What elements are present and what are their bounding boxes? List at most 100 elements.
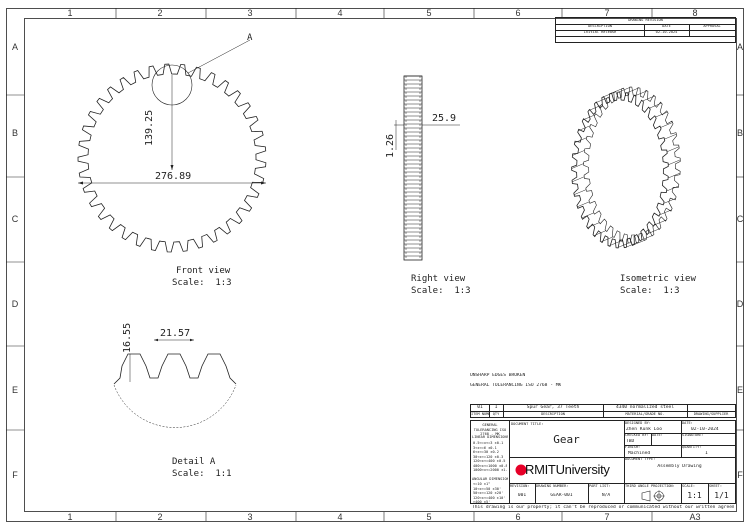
iso-tooth-edge bbox=[578, 125, 591, 131]
iso-tooth-edge bbox=[634, 90, 648, 97]
footer-disclaimer: This drawing is our property; it can't b… bbox=[472, 505, 734, 510]
arrow-icon bbox=[170, 165, 174, 170]
parts-description: Spur Gear, 37 Teeth bbox=[503, 405, 604, 412]
detail-a-view bbox=[113, 338, 237, 428]
designed-by: Zhen Kunk Loo bbox=[626, 426, 662, 432]
iso-tooth-edge bbox=[666, 146, 680, 152]
zone-col-8: 8 bbox=[692, 8, 698, 18]
front-gear-outline bbox=[77, 63, 267, 253]
document-title-cell: DOCUMENT TITLE: Gear bbox=[509, 421, 625, 458]
iso-tooth-edge bbox=[655, 111, 668, 118]
revision-table-title: DRAWING REVISION bbox=[556, 18, 735, 25]
revision-header-description: DESCRIPTION bbox=[556, 24, 645, 31]
isometric-view-gear bbox=[571, 86, 681, 249]
parts-header-item: ITEM NUMBER bbox=[471, 412, 490, 417]
linear-row: 400<x<=1000 ±0.8 bbox=[473, 463, 507, 468]
detail-height-dimension: 16.55 bbox=[122, 322, 133, 353]
checked-by-cell: CHECKED BY: TBD bbox=[624, 433, 652, 446]
iso-tooth-edge bbox=[664, 133, 677, 140]
title-block: GENERAL TOLERANCING ISO 2768 - MK LINEAR… bbox=[470, 420, 736, 504]
zone-row-f: F bbox=[12, 470, 18, 480]
parts-header-material: MATERIAL/GRADE NO. bbox=[603, 412, 688, 417]
iso-tooth-edge bbox=[595, 97, 608, 104]
third-angle-projection-icon bbox=[641, 490, 665, 502]
doc-type-cell: DOCUMENT TYPE: Assembly Drawing bbox=[624, 457, 735, 484]
linear-row: 6<x<=30 ±0.2 bbox=[473, 450, 499, 454]
linear-row: 120<x<=400 ±0.5 bbox=[473, 459, 506, 463]
iso-tooth-edge bbox=[593, 230, 606, 236]
revision-table: DRAWING REVISION DESCRIPTION DATE APPROV… bbox=[555, 17, 736, 43]
zone-col-4: 4 bbox=[337, 8, 343, 18]
scale-value: 1:1 bbox=[687, 491, 702, 500]
parts-header-qty: QTY bbox=[489, 412, 504, 417]
parts-header-description: DESCRIPTION bbox=[503, 412, 604, 417]
iso-tooth-edge bbox=[640, 235, 654, 241]
note-edges: UNSHARP EDGES BROKEN bbox=[470, 373, 526, 378]
checked-by-label: CHECKED BY: bbox=[625, 433, 649, 437]
zone-row-e-right: E bbox=[736, 385, 743, 395]
linear-dims-list: 0.5<=x<=3 ±0.1 3<x<=6 ±0.1 6<x<=30 ±0.2 … bbox=[473, 441, 507, 473]
arrow-icon bbox=[190, 338, 194, 342]
parts-material: 4340 normalized steel bbox=[603, 405, 688, 412]
linear-row: 3<x<=6 ±0.1 bbox=[473, 445, 497, 450]
part-list-cell: PART LIST: N/A bbox=[588, 483, 625, 503]
checked-by: TBD bbox=[626, 438, 635, 444]
finish-label: FINISH: bbox=[625, 445, 641, 449]
revision-value: 001 bbox=[517, 493, 527, 498]
linear-row: 1000<x<=2000 ±1.2 bbox=[473, 468, 507, 472]
iso-gear-back-outline bbox=[583, 86, 681, 244]
iso-tooth-edge bbox=[668, 172, 681, 179]
iso-tooth-edge bbox=[633, 239, 646, 246]
angular-row: 120<x<=400 ±10' bbox=[473, 495, 506, 500]
iso-tooth-edge bbox=[666, 185, 679, 192]
angular-row: 50<x<=120 ±20' bbox=[473, 491, 504, 495]
iso-tooth-edge bbox=[654, 219, 667, 226]
zone-col-7: 7 bbox=[604, 8, 610, 18]
zone-row-e: E bbox=[11, 385, 18, 395]
revision-description: Initial Release bbox=[556, 30, 645, 37]
signature-label: SIGNATURE: bbox=[682, 433, 704, 437]
iso-tooth-edge bbox=[659, 209, 672, 216]
revision-cell: REVISION: 001 bbox=[509, 483, 536, 503]
iso-tooth-edge bbox=[577, 201, 590, 208]
projection-label: THIRD ANGLE PROJECTION: bbox=[625, 484, 675, 488]
iso-tooth-edge bbox=[625, 242, 638, 248]
document-title: Gear bbox=[553, 433, 580, 446]
drawing-number-value: GEAR-001 bbox=[550, 493, 573, 498]
iso-tooth-edge bbox=[582, 114, 596, 121]
right-view-label: Right view bbox=[411, 274, 466, 284]
linear-dims-title: LINEAR DIMENSIONS bbox=[472, 435, 508, 439]
zone-col-2-bottom: 2 bbox=[157, 512, 163, 522]
iso-gear-front-outline bbox=[571, 91, 669, 249]
rmit-logo: RMITUniversity bbox=[509, 457, 625, 484]
revision-approval bbox=[689, 30, 735, 37]
tolerancing-panel: GENERAL TOLERANCING ISO 2768 - MK LINEAR… bbox=[471, 421, 510, 504]
zone-col-1-bottom: 1 bbox=[67, 512, 73, 522]
iso-tooth-edge bbox=[608, 240, 622, 247]
part-list-label: PART LIST: bbox=[589, 484, 611, 488]
zone-row-c-right: C bbox=[736, 214, 744, 224]
rmit-logo-icon bbox=[515, 464, 527, 476]
parts-header-supplier: DRAWING/SUPPLIER bbox=[693, 412, 729, 416]
doc-type-value: Assembly Drawing bbox=[657, 464, 702, 469]
projection-cell: THIRD ANGLE PROJECTION: bbox=[624, 483, 682, 503]
sheet-value: 1/1 bbox=[714, 491, 729, 500]
zone-row-b-right: B bbox=[736, 128, 743, 138]
detail-boundary-arc bbox=[113, 384, 237, 428]
parts-list-table: 01 1 Spur Gear, 37 Teeth 4340 normalized… bbox=[470, 404, 736, 418]
zone-col-7-bottom: 7 bbox=[604, 512, 610, 522]
detail-a-leader bbox=[187, 39, 251, 74]
zone-col-3-bottom: 3 bbox=[247, 512, 253, 522]
zone-row-a: A bbox=[11, 42, 18, 52]
front-diameter-dimension: 276.89 bbox=[155, 171, 192, 182]
front-view-scale: Scale: 1:3 bbox=[172, 278, 232, 288]
zone-col-2: 2 bbox=[157, 8, 163, 18]
zone-col-6-bottom: 6 bbox=[515, 512, 521, 522]
zone-col-6: 6 bbox=[515, 8, 521, 18]
iso-tooth-edge bbox=[649, 102, 662, 109]
revision-date: 02-10-2024 bbox=[644, 30, 690, 37]
iso-tooth-edge bbox=[601, 236, 614, 243]
iso-tooth-edge bbox=[571, 163, 584, 169]
iso-tooth-edge bbox=[618, 86, 631, 93]
